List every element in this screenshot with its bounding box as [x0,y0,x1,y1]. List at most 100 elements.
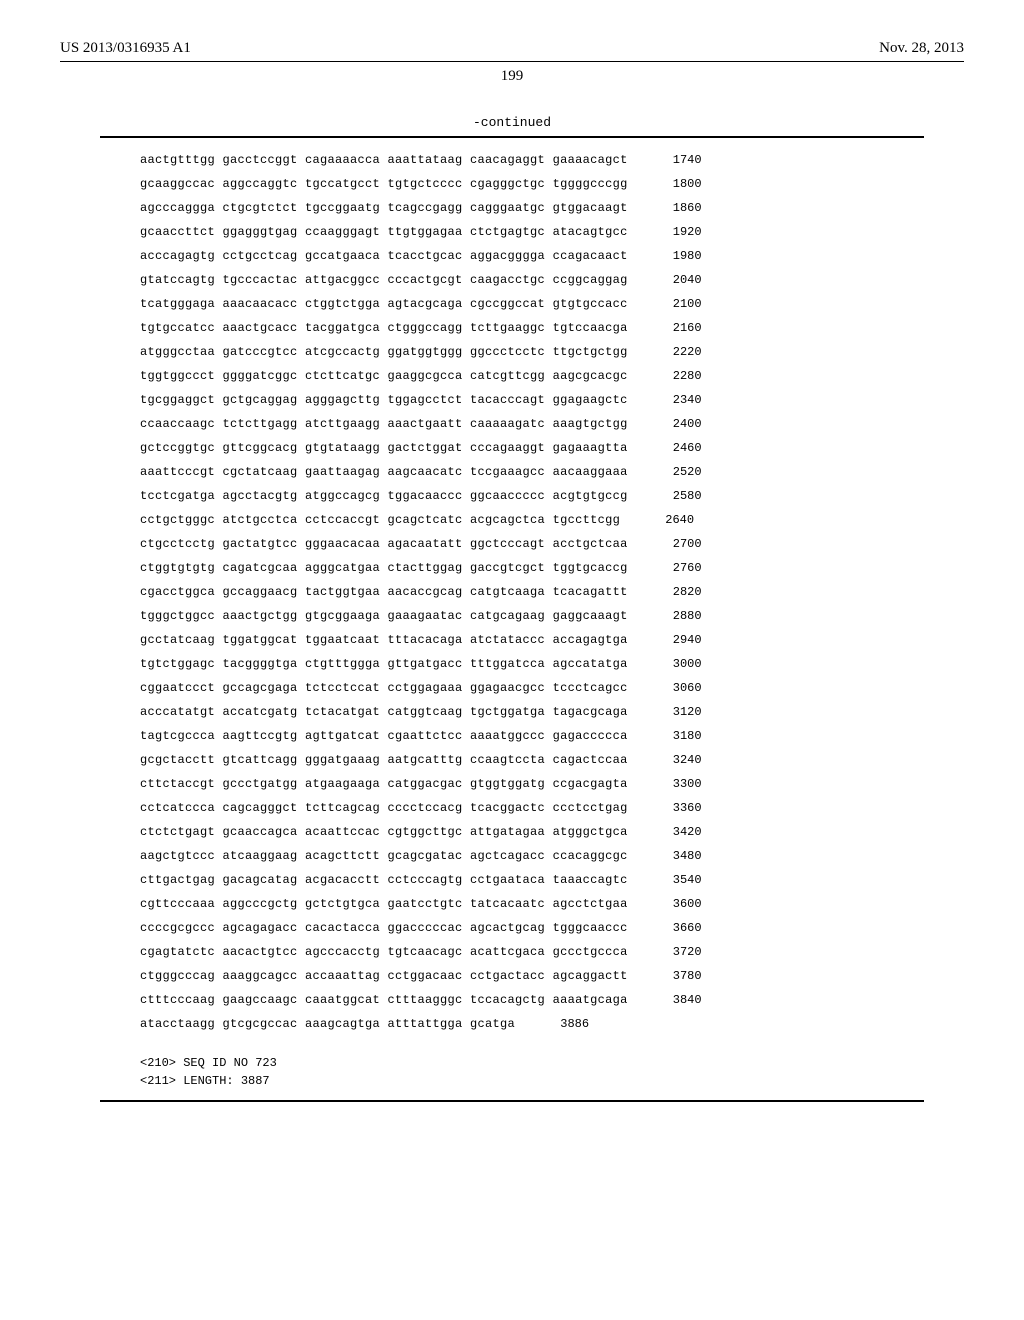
sequence-groups: gcaaccttct ggagggtgag ccaagggagt ttgtgga… [140,220,628,244]
sequence-position: 1920 [652,220,702,244]
sequence-groups: acccagagtg cctgcctcag gccatgaaca tcacctg… [140,244,628,268]
sequence-position: 2340 [652,388,702,412]
sequence-groups: tggtggccct ggggatcggc ctcttcatgc gaaggcg… [140,364,628,388]
sequence-line: tagtcgccca aagttccgtg agttgatcat cgaattc… [140,724,924,748]
sequence-line: atgggcctaa gatcccgtcc atcgccactg ggatggt… [140,340,924,364]
sequence-position: 2400 [652,412,702,436]
sequence-groups: cggaatccct gccagcgaga tctcctccat cctggag… [140,676,628,700]
sequence-groups: aactgtttgg gacctccggt cagaaaacca aaattat… [140,148,628,172]
sequence-position: 2940 [652,628,702,652]
sequence-position: 3240 [652,748,702,772]
sequence-bottom-rule [100,1100,924,1102]
sequence-position: 3360 [652,796,702,820]
sequence-groups: gcaaggccac aggccaggtc tgccatgcct tgtgctc… [140,172,628,196]
sequence-position: 2580 [652,484,702,508]
sequence-groups: cgagtatctc aacactgtcc agcccacctg tgtcaac… [140,940,628,964]
sequence-line: acccagagtg cctgcctcag gccatgaaca tcacctg… [140,244,924,268]
sequence-line: gctccggtgc gttcggcacg gtgtataagg gactctg… [140,436,924,460]
sequence-position: 2520 [652,460,702,484]
sequence-line: aactgtttgg gacctccggt cagaaaacca aaattat… [140,148,924,172]
sequence-line: ctgcctcctg gactatgtcc gggaacacaa agacaat… [140,532,924,556]
sequence-line: gcaaccttct ggagggtgag ccaagggagt ttgtgga… [140,220,924,244]
seq-meta-line: <211> LENGTH: 3887 [140,1074,270,1088]
sequence-position: 3780 [652,964,702,988]
sequence-groups: tgtctggagc tacggggtga ctgtttggga gttgatg… [140,652,628,676]
sequence-line: ctggtgtgtg cagatcgcaa agggcatgaa ctacttg… [140,556,924,580]
seq-meta-line: <210> SEQ ID NO 723 [140,1056,277,1070]
sequence-groups: aaattcccgt cgctatcaag gaattaagag aagcaac… [140,460,628,484]
sequence-line: aagctgtccc atcaaggaag acagcttctt gcagcga… [140,844,924,868]
sequence-groups: gtatccagtg tgcccactac attgacggcc cccactg… [140,268,628,292]
sequence-position: 2460 [652,436,702,460]
sequence-groups: agcccaggga ctgcgtctct tgccggaatg tcagccg… [140,196,628,220]
sequence-position: 2040 [652,268,702,292]
sequence-position: 1860 [652,196,702,220]
sequence-groups: tgtgccatcc aaactgcacc tacggatgca ctgggcc… [140,316,628,340]
sequence-groups: tgcggaggct gctgcaggag agggagcttg tggagcc… [140,388,628,412]
sequence-position: 3840 [652,988,702,1012]
sequence-line: cttctaccgt gccctgatgg atgaagaaga catggac… [140,772,924,796]
sequence-line: tgtctggagc tacggggtga ctgtttggga gttgatg… [140,652,924,676]
sequence-line: ctctctgagt gcaaccagca acaattccac cgtggct… [140,820,924,844]
sequence-groups: ctgggcccag aaaggcagcc accaaattag cctggac… [140,964,628,988]
sequence-position: 3540 [652,868,702,892]
sequence-line: cgagtatctc aacactgtcc agcccacctg tgtcaac… [140,940,924,964]
sequence-groups: acccatatgt accatcgatg tctacatgat catggtc… [140,700,628,724]
sequence-line: gcctatcaag tggatggcat tggaatcaat tttacac… [140,628,924,652]
sequence-line: tggtggccct ggggatcggc ctcttcatgc gaaggcg… [140,364,924,388]
sequence-line: tgtgccatcc aaactgcacc tacggatgca ctgggcc… [140,316,924,340]
sequence-position: 2760 [652,556,702,580]
sequence-groups: atgggcctaa gatcccgtcc atcgccactg ggatggt… [140,340,628,364]
sequence-position: 3720 [652,940,702,964]
sequence-line: ccaaccaagc tctcttgagg atcttgaagg aaactga… [140,412,924,436]
header-rule [60,61,964,62]
sequence-groups: ctctctgagt gcaaccagca acaattccac cgtggct… [140,820,628,844]
continued-label: -continued [60,115,964,130]
sequence-line: atacctaagg gtcgcgccac aaagcagtga atttatt… [140,1012,924,1036]
sequence-top-rule [100,136,924,138]
page-number: 199 [60,68,964,85]
sequence-metadata: <210> SEQ ID NO 723 <211> LENGTH: 3887 [140,1054,924,1090]
page-header: US 2013/0316935 A1 Nov. 28, 2013 [60,40,964,57]
sequence-line: ctgggcccag aaaggcagcc accaaattag cctggac… [140,964,924,988]
sequence-groups: tagtcgccca aagttccgtg agttgatcat cgaattc… [140,724,628,748]
sequence-position: 2100 [652,292,702,316]
sequence-groups: aagctgtccc atcaaggaag acagcttctt gcagcga… [140,844,628,868]
sequence-position: 3060 [652,676,702,700]
sequence-listing: aactgtttgg gacctccggt cagaaaacca aaattat… [140,148,924,1036]
sequence-position: 3660 [652,916,702,940]
sequence-line: agcccaggga ctgcgtctct tgccggaatg tcagccg… [140,196,924,220]
sequence-position: 2640 [644,508,694,532]
sequence-groups: ccccgcgccc agcagagacc cacactacca ggacccc… [140,916,628,940]
sequence-position: 3300 [652,772,702,796]
sequence-line: gcgctacctt gtcattcagg gggatgaaag aatgcat… [140,748,924,772]
sequence-position: 3120 [652,700,702,724]
sequence-groups: tcctcgatga agcctacgtg atggccagcg tggacaa… [140,484,628,508]
sequence-position: 2820 [652,580,702,604]
sequence-line: cggaatccct gccagcgaga tctcctccat cctggag… [140,676,924,700]
publication-number: US 2013/0316935 A1 [60,40,191,57]
sequence-position: 2160 [652,316,702,340]
sequence-groups: cctcatccca cagcagggct tcttcagcag cccctcc… [140,796,628,820]
sequence-line: acccatatgt accatcgatg tctacatgat catggtc… [140,700,924,724]
sequence-position: 3480 [652,844,702,868]
sequence-position: 1740 [652,148,702,172]
sequence-groups: gctccggtgc gttcggcacg gtgtataagg gactctg… [140,436,628,460]
sequence-groups: ctttcccaag gaagccaagc caaatggcat ctttaag… [140,988,628,1012]
sequence-line: gtatccagtg tgcccactac attgacggcc cccactg… [140,268,924,292]
sequence-line: tgcggaggct gctgcaggag agggagcttg tggagcc… [140,388,924,412]
sequence-groups: cttctaccgt gccctgatgg atgaagaaga catggac… [140,772,628,796]
sequence-position: 2220 [652,340,702,364]
sequence-line: gcaaggccac aggccaggtc tgccatgcct tgtgctc… [140,172,924,196]
sequence-position: 2880 [652,604,702,628]
sequence-line: cgttcccaaa aggcccgctg gctctgtgca gaatcct… [140,892,924,916]
sequence-groups: cgttcccaaa aggcccgctg gctctgtgca gaatcct… [140,892,628,916]
sequence-groups: ctggtgtgtg cagatcgcaa agggcatgaa ctacttg… [140,556,628,580]
sequence-groups: tcatgggaga aaacaacacc ctggtctgga agtacgc… [140,292,628,316]
sequence-groups: cttgactgag gacagcatag acgacacctt cctccca… [140,868,628,892]
sequence-groups: atacctaagg gtcgcgccac aaagcagtga atttatt… [140,1012,515,1036]
sequence-position: 3180 [652,724,702,748]
sequence-line: cctcatccca cagcagggct tcttcagcag cccctcc… [140,796,924,820]
sequence-line: ctttcccaag gaagccaagc caaatggcat ctttaag… [140,988,924,1012]
sequence-position: 1800 [652,172,702,196]
